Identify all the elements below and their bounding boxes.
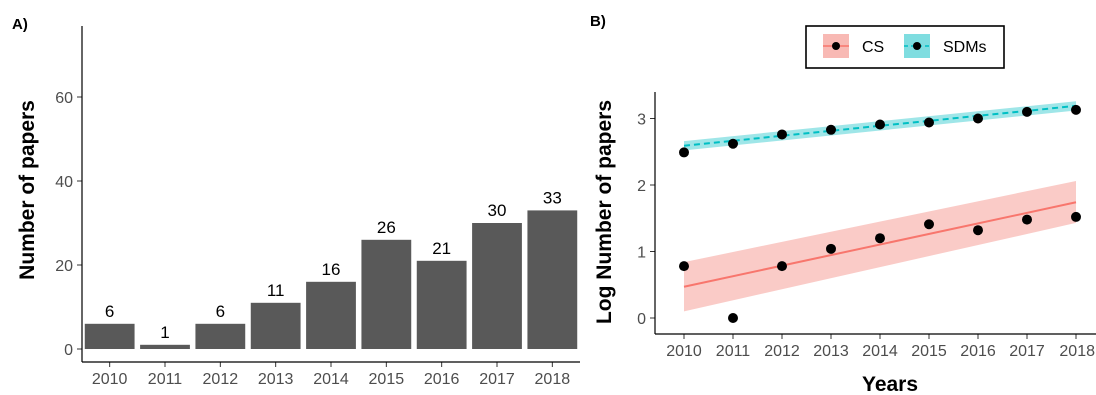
x-tick-label-2015: 2015	[369, 371, 405, 388]
bar-2017	[472, 223, 522, 349]
legend-cs-point-swatch	[832, 42, 840, 50]
legend-key-sdms	[904, 34, 930, 58]
bar-2013	[250, 302, 301, 349]
b-x-tick-label-2016: 2016	[960, 343, 996, 360]
point-sdms-2018	[1071, 104, 1081, 115]
b-x-tick-label-2014: 2014	[862, 343, 898, 360]
b-x-tick-label-2018: 2018	[1059, 343, 1095, 360]
point-sdms-2017	[1022, 106, 1032, 117]
panel-b-y-ticks: 0 1 2 3	[637, 112, 655, 328]
point-cs-2012	[777, 261, 787, 272]
b-x-tick-label-2011: 2011	[716, 343, 751, 360]
point-cs-2017	[1022, 214, 1032, 225]
b-x-tick-label-2015: 2015	[911, 343, 947, 360]
panel-a-y-ticks: 0 20 40 60	[55, 90, 82, 359]
b-x-tick-label-2013: 2013	[813, 343, 849, 360]
point-sdms-2014	[875, 119, 885, 130]
x-tick-label-2010: 2010	[92, 371, 128, 388]
x-tick-label-2017: 2017	[479, 371, 515, 388]
panel-b-y-axis-title: Log Number of papers	[593, 100, 616, 324]
bar-2018	[527, 210, 578, 349]
y-tick-label-60: 60	[55, 90, 73, 107]
panel-b-scatter-chart: B) CS SDMs Log Number of papers Years 0 1…	[590, 13, 1096, 395]
point-cs-2015	[924, 219, 934, 230]
point-cs-2014	[875, 233, 885, 244]
panel-b-legend: CS SDMs	[805, 25, 1005, 69]
bar-value-label-2016: 21	[432, 239, 451, 258]
point-cs-2010	[679, 261, 689, 272]
point-sdms-2013	[826, 124, 836, 135]
bar-value-label-2011: 1	[160, 323, 169, 342]
point-cs-2013	[826, 243, 836, 254]
bar-value-label-2014: 16	[322, 260, 341, 279]
b-y-tick-label-2: 2	[637, 178, 646, 195]
point-sdms-2011	[728, 138, 738, 149]
bar-value-label-2018: 33	[543, 188, 562, 207]
point-cs-2011	[728, 313, 738, 323]
bar-2011	[140, 344, 190, 349]
b-x-tick-label-2010: 2010	[666, 343, 702, 360]
legend-cs-label: CS	[862, 39, 884, 56]
x-tick-label-2016: 2016	[424, 371, 460, 388]
bar-value-label-2012: 6	[216, 302, 225, 321]
bar-value-label-2010: 6	[105, 302, 114, 321]
y-tick-label-0: 0	[64, 342, 73, 359]
y-tick-label-40: 40	[55, 174, 73, 191]
panel-b-points	[679, 104, 1081, 323]
bar-value-label-2015: 26	[377, 218, 396, 237]
panel-b-confidence-bands	[684, 101, 1076, 312]
bar-2015	[361, 239, 412, 349]
fit-line-sdms	[683, 104, 1077, 147]
panel-a-y-axis-title: Number of papers	[16, 100, 39, 280]
point-cs-2016	[973, 225, 983, 236]
panel-a-x-ticks: 2010 2011 2012 2013 2014 2015 2016 2017 2018	[92, 362, 570, 388]
panel-b-x-axis-title: Years	[862, 373, 918, 395]
panel-a-label: A)	[12, 16, 28, 33]
b-y-tick-label-1: 1	[637, 245, 646, 262]
legend-sdms-label: SDMs	[943, 39, 987, 56]
b-y-tick-label-3: 3	[637, 112, 646, 129]
b-x-tick-label-2012: 2012	[764, 343, 800, 360]
b-x-tick-label-2017: 2017	[1009, 343, 1045, 360]
panel-b-label: B)	[590, 13, 606, 30]
point-sdms-2015	[924, 117, 934, 128]
panel-b-x-ticks: 2010 2011 2012 2013 2014 2015 2016 2017 2018	[666, 334, 1095, 360]
legend-sdms-point-swatch	[913, 42, 921, 50]
x-tick-label-2018: 2018	[535, 371, 571, 388]
panel-b-fit-lines	[683, 104, 1077, 288]
x-tick-label-2011: 2011	[148, 371, 183, 388]
point-sdms-2010	[679, 147, 689, 158]
point-sdms-2012	[777, 129, 787, 140]
bar-value-label-2017: 30	[488, 201, 507, 220]
y-tick-label-20: 20	[55, 258, 73, 275]
x-tick-label-2014: 2014	[313, 371, 349, 388]
b-y-tick-label-0: 0	[637, 311, 646, 328]
point-sdms-2016	[973, 113, 983, 124]
legend-key-cs	[823, 34, 849, 58]
confidence-band-cs	[684, 181, 1076, 312]
x-tick-label-2013: 2013	[258, 371, 294, 388]
bar-value-label-2013: 11	[267, 281, 285, 300]
point-cs-2018	[1071, 211, 1081, 222]
fit-line-cs	[683, 201, 1077, 288]
x-tick-label-2012: 2012	[203, 371, 239, 388]
panel-a-bars	[84, 210, 578, 349]
bar-2014	[306, 281, 356, 349]
bar-2016	[416, 260, 467, 349]
bar-2012	[195, 323, 246, 349]
bar-2010	[84, 323, 135, 349]
